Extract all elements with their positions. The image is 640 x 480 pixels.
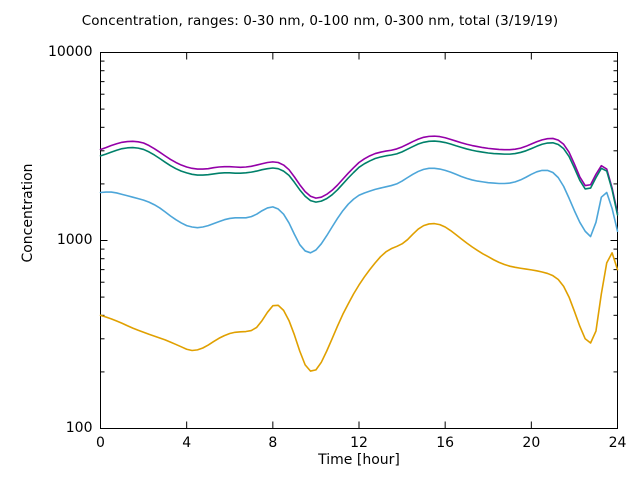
x-tick-label: 24	[608, 434, 627, 451]
x-axis-label: Time [hour]	[318, 452, 400, 468]
y-tick-label: 10000	[47, 43, 93, 60]
x-tick-label: 12	[350, 434, 368, 451]
plot-frame	[100, 52, 618, 429]
y-axis-label: Concentration	[20, 163, 36, 263]
series-line-0-100-nm	[99, 167, 619, 254]
x-tick-label: 0	[96, 434, 105, 451]
x-tick-label: 20	[522, 434, 541, 451]
series-line-total	[99, 135, 619, 214]
chart-title: Concentration, ranges: 0-30 nm, 0-100 nm…	[81, 13, 559, 29]
x-tick-label: 4	[182, 434, 192, 451]
data-series-group	[99, 135, 619, 372]
series-line-0-300-nm	[99, 140, 619, 216]
x-tick-label: 8	[268, 434, 278, 451]
series-line-0-30-nm	[99, 222, 619, 372]
y-tick-label: 100	[65, 419, 93, 436]
y-axis-ticks	[100, 52, 618, 429]
x-axis-ticks	[100, 52, 618, 429]
y-tick-label: 1000	[56, 231, 93, 248]
x-tick-label: 16	[436, 434, 455, 451]
